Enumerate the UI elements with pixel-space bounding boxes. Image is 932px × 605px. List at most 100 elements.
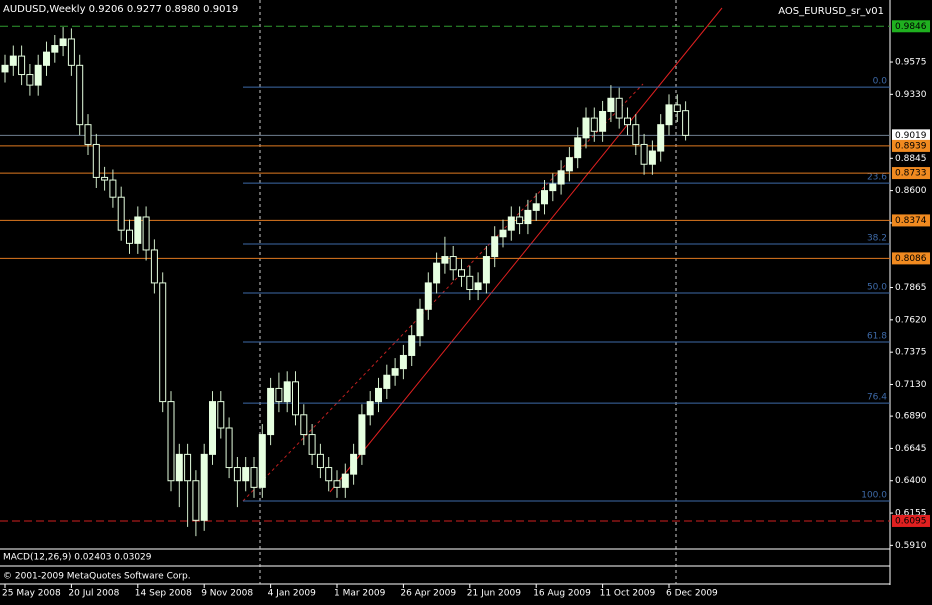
x-tick-label: 4 Jan 2009 [268,589,316,599]
candle-body [258,434,266,488]
candle-body [441,256,449,264]
candle-body [673,104,681,112]
x-tick-label: 20 Jul 2008 [68,589,119,599]
candle-body [499,229,507,238]
candle-body [449,256,457,271]
candle-body [300,414,308,436]
candle-body [399,354,407,370]
candle-body [43,51,50,66]
candle-body [333,480,341,488]
candle-body [507,216,515,231]
y-tick-label: 0.6890 [895,412,927,422]
x-tick-label: 14 Sep 2008 [135,589,192,599]
x-tick-label: 16 Aug 2009 [533,589,591,599]
candle-body [26,74,34,86]
fib-label: 23.6 [867,173,887,183]
candle-body [341,473,349,488]
candle-body [466,275,474,291]
x-tick-label: 21 Jun 2009 [467,589,521,599]
candle-body [150,249,158,284]
candle-body [209,401,216,455]
candle-body [574,137,582,159]
candle-body [308,434,316,455]
candle-body [250,467,258,488]
candle-body [416,308,424,337]
candle-body [283,381,291,403]
chart-header: AUDUSD,Weekly 0.9206 0.9277 0.8980 0.901… [3,4,238,15]
candle-body [358,414,366,455]
fib-label: 76.4 [867,393,887,403]
candle-body [292,381,299,416]
candle-body [532,203,540,211]
candle-body [109,179,117,198]
candle-body [59,38,67,47]
level-tag-label: 0.6095 [895,516,927,526]
candle-body [126,229,133,244]
candle-body [383,374,391,389]
candle-body [18,55,26,76]
fib-label: 0.0 [873,77,888,87]
candle-body [408,335,416,356]
candle-body [142,216,150,251]
level-tag-label: 0.8086 [895,254,927,264]
candle-body [92,143,100,178]
level-tag [892,214,930,227]
candle-body [51,45,59,53]
x-tick-label: 6 Dec 2009 [666,589,718,599]
candle-body [117,196,125,231]
candle-body [516,216,524,225]
candle-body [101,176,109,181]
x-tick-label: 26 Apr 2009 [400,589,456,599]
candle-body [524,209,532,225]
level-tag [892,129,930,142]
candle-body [682,110,690,136]
y-tick-label: 0.6155 [895,509,927,519]
candle-body [565,157,573,172]
candle-body [640,143,648,165]
level-tag-label: 0.8374 [895,216,927,226]
y-tick-label: 0.7375 [895,348,927,358]
fib-label: 38.2 [867,234,887,244]
candle-body [482,256,490,284]
candle-body [9,55,17,66]
candle-body [375,387,382,403]
level-tag-label: 0.9846 [895,22,927,32]
fib-label: 100.0 [861,491,887,501]
candle-body [76,64,84,126]
candle-body [233,467,241,482]
y-tick-label: 0.5910 [895,541,927,551]
level-tag [892,20,930,33]
candle-body [1,64,9,73]
y-tick-label: 0.7620 [895,315,927,325]
candle-body [267,387,275,436]
level-tag-label: 0.8939 [895,141,927,151]
level-tag [892,167,930,180]
level-tag-label: 0.8733 [895,169,927,179]
candle-body [599,110,607,132]
fib-label: 61.8 [867,332,887,342]
level-tag-label: 0.9019 [895,131,927,141]
level-tag [892,252,930,265]
candle-body [549,183,557,192]
candle-body [424,282,432,310]
candle-body [192,480,200,521]
candle-body [615,97,623,119]
candle-body [217,401,225,429]
level-tag [892,139,930,152]
y-tick-label: 0.6400 [895,476,927,486]
candle-body [134,216,142,244]
y-tick-label: 0.8845 [895,154,927,164]
macd-label: MACD(12,26,9) 0.02403 0.03029 [3,553,152,563]
x-tick-label: 11 Oct 2009 [600,589,656,599]
candle-body [391,368,399,376]
candle-body [34,64,42,86]
candle-body [175,453,183,482]
candle-body [242,467,250,482]
candle-body [167,401,175,482]
level-tag [892,514,930,527]
candle-body [275,387,283,403]
candle-body [632,124,640,145]
candle-body [200,453,208,521]
candle-body [325,467,333,482]
